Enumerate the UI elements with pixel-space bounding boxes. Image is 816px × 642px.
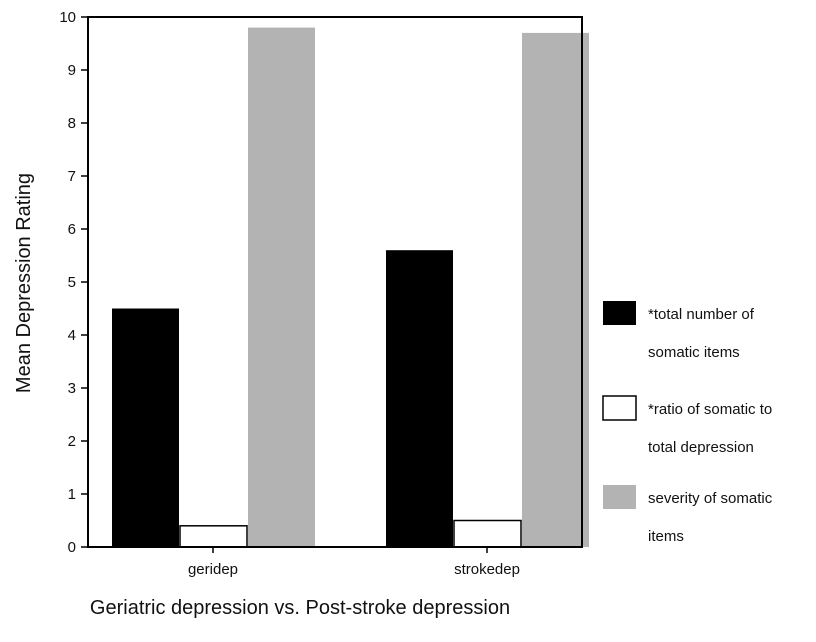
bar-strokedep-series-1 — [386, 250, 453, 547]
y-tick-label: 9 — [68, 62, 76, 79]
y-tick-label: 4 — [68, 327, 76, 344]
y-tick-label: 5 — [68, 274, 76, 291]
legend-swatch-1 — [603, 301, 636, 325]
legend-swatch-2 — [602, 395, 637, 421]
bar-strokedep-series-2 — [453, 519, 522, 548]
bar-geridep-series-3 — [248, 27, 315, 548]
legend-swatch-3 — [603, 485, 636, 509]
x-tick-label-strokedep: strokedep — [454, 561, 520, 578]
legend-label-2: total depression — [648, 439, 754, 456]
y-tick-label: 3 — [68, 380, 76, 397]
y-tick-label: 0 — [68, 539, 76, 556]
legend-label-3: severity of somatic — [648, 490, 773, 507]
y-tick-label: 1 — [68, 486, 76, 503]
legend-label-3: items — [648, 528, 684, 545]
bar-geridep-series-2 — [179, 525, 248, 548]
legend-label-1: *total number of — [648, 306, 755, 323]
bar-strokedep-series-3 — [522, 32, 589, 547]
y-tick-label: 8 — [68, 115, 76, 132]
legend-label-2: *ratio of somatic to — [648, 401, 772, 418]
y-axis-title: Mean Depression Rating — [13, 173, 35, 393]
x-tick-label-geridep: geridep — [188, 561, 238, 578]
y-tick-label: 10 — [59, 9, 76, 26]
y-tick-label: 6 — [68, 221, 76, 238]
legend-label-1: somatic items — [648, 344, 740, 361]
bar-geridep-series-1 — [112, 308, 179, 547]
x-axis-title: Geriatric depression vs. Post-stroke dep… — [90, 597, 510, 619]
y-tick-label: 7 — [68, 168, 76, 185]
y-tick-label: 2 — [68, 433, 76, 450]
